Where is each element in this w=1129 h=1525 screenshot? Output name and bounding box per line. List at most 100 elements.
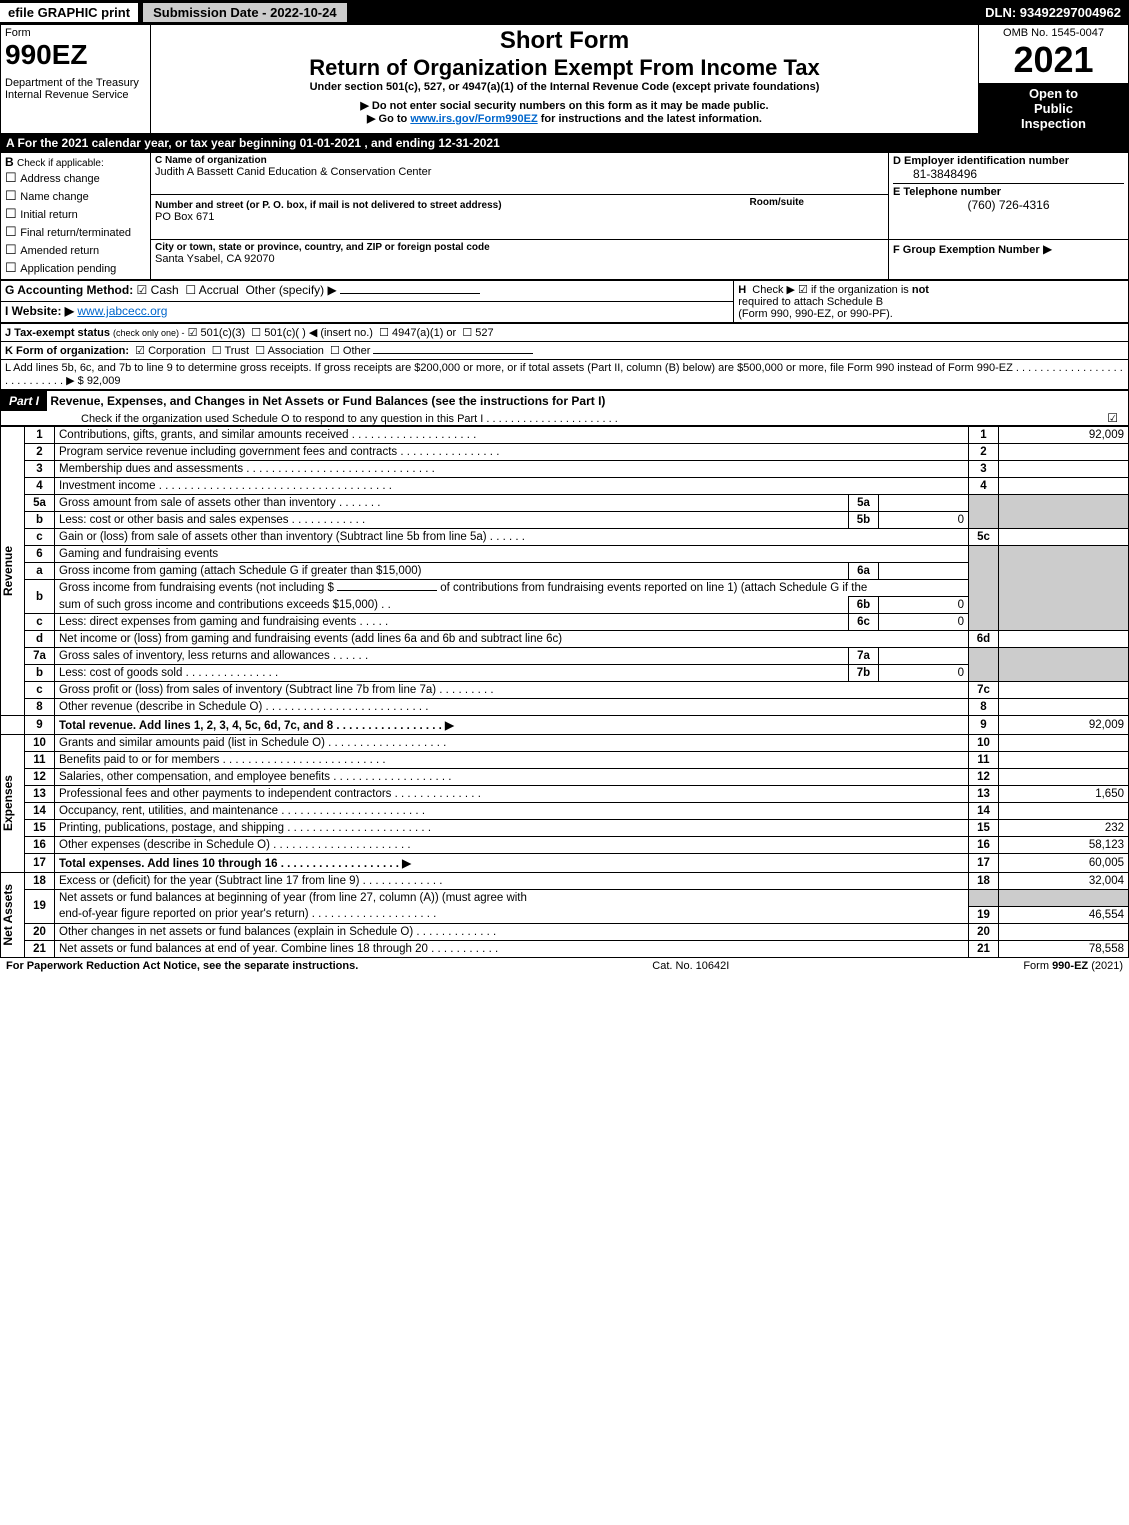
- h-text3: required to attach Schedule B: [738, 296, 883, 308]
- blank-6b[interactable]: [337, 590, 437, 591]
- lnr-3: 3: [969, 461, 999, 478]
- j-cb2-icon[interactable]: [251, 327, 261, 339]
- irs-link[interactable]: www.irs.gov/Form990EZ: [410, 113, 537, 125]
- section-c-name-cell: C Name of organization Judith A Bassett …: [151, 153, 889, 195]
- j-cb3-icon[interactable]: [379, 327, 389, 339]
- k-cb-assoc-icon[interactable]: [255, 345, 265, 357]
- j-cb1-icon[interactable]: [188, 327, 198, 339]
- amt-8: [999, 699, 1129, 716]
- k-corp: Corporation: [148, 345, 205, 357]
- ln-1: 1: [25, 427, 55, 444]
- dept-label: Department of the Treasury: [5, 77, 146, 89]
- lnr-2: 2: [969, 444, 999, 461]
- efile-label[interactable]: efile GRAPHIC print: [0, 3, 138, 22]
- ln-6c: c: [25, 614, 55, 631]
- lnr-20: 20: [969, 923, 999, 940]
- subtitle: Under section 501(c), 527, or 4947(a)(1)…: [155, 81, 974, 93]
- section-k-cell: K Form of organization: Corporation Trus…: [1, 342, 1129, 360]
- street-value: PO Box 671: [155, 211, 884, 223]
- ln-14: 14: [25, 803, 55, 820]
- amt-4: [999, 478, 1129, 495]
- lnr-10: 10: [969, 735, 999, 752]
- ln-12: 12: [25, 769, 55, 786]
- amt-14: [999, 803, 1129, 820]
- g-label: G Accounting Method:: [5, 283, 133, 297]
- form-id-cell: Form 990EZ Department of the Treasury In…: [1, 25, 151, 134]
- desc-6: Gaming and fundraising events: [55, 546, 969, 563]
- desc-14: Occupancy, rent, utilities, and maintena…: [55, 803, 969, 820]
- desc-3: Membership dues and assessments . . . . …: [55, 461, 969, 478]
- website-link[interactable]: www.jabcecc.org: [77, 304, 167, 318]
- sr-6a: 6a: [849, 563, 879, 580]
- desc-8: Other revenue (describe in Schedule O) .…: [55, 699, 969, 716]
- ln-16: 16: [25, 837, 55, 854]
- sr-7a: 7a: [849, 648, 879, 665]
- desc-5a: Gross amount from sale of assets other t…: [55, 495, 849, 512]
- g-other-blank[interactable]: [340, 293, 480, 294]
- submission-date: Submission Date - 2022-10-24: [142, 2, 348, 23]
- part1-title: Revenue, Expenses, and Changes in Net As…: [50, 394, 605, 408]
- street-label: Number and street (or P. O. box, if mail…: [155, 200, 502, 211]
- desc-6b-12: Gross income from fundraising events (no…: [55, 580, 969, 597]
- ln-3: 3: [25, 461, 55, 478]
- cb-final-return[interactable]: Final return/terminated: [5, 223, 146, 241]
- d-label: D Employer identification number: [893, 155, 1124, 167]
- desc-7c: Gross profit or (loss) from sales of inv…: [55, 682, 969, 699]
- cb-accrual-icon[interactable]: [185, 283, 196, 297]
- j-501c3: 501(c)(3): [201, 327, 246, 339]
- ein-value: 81-3848496: [893, 167, 1124, 181]
- ln-6d: d: [25, 631, 55, 648]
- c-label: C Name of organization: [155, 155, 884, 166]
- k-cb-other-icon[interactable]: [330, 345, 340, 357]
- amt-12: [999, 769, 1129, 786]
- ln-4: 4: [25, 478, 55, 495]
- desc-18: Excess or (deficit) for the year (Subtra…: [55, 873, 969, 890]
- k-other-blank[interactable]: [373, 353, 533, 354]
- expenses-side-label: Expenses: [1, 735, 25, 873]
- amt-21: 78,558: [999, 940, 1129, 957]
- ln-2: 2: [25, 444, 55, 461]
- open-to: Open to: [983, 86, 1124, 101]
- part1-scho-checkbox-icon[interactable]: [1107, 411, 1118, 425]
- footer-row: For Paperwork Reduction Act Notice, see …: [0, 958, 1129, 974]
- desc-6b-3: sum of such gross income and contributio…: [55, 597, 849, 614]
- desc-6c: Less: direct expenses from gaming and fu…: [55, 614, 849, 631]
- cb-address-change[interactable]: Address change: [5, 169, 146, 187]
- g-cash: Cash: [151, 283, 179, 297]
- ln-10: 10: [25, 735, 55, 752]
- lnr-12: 12: [969, 769, 999, 786]
- desc-10: Grants and similar amounts paid (list in…: [55, 735, 969, 752]
- section-g-cell: G Accounting Method: Cash Accrual Other …: [1, 281, 734, 302]
- top-bar: efile GRAPHIC print Submission Date - 20…: [0, 0, 1129, 24]
- ln-15: 15: [25, 820, 55, 837]
- cb-cash-icon[interactable]: [137, 283, 148, 297]
- shaded-6: [969, 546, 999, 631]
- k-cb-trust-icon[interactable]: [212, 345, 222, 357]
- footer-right-pre: Form: [1023, 960, 1052, 972]
- cb-initial-return[interactable]: Initial return: [5, 205, 146, 223]
- k-cb-corp-icon[interactable]: [135, 345, 145, 357]
- title-cell: Short Form Return of Organization Exempt…: [151, 25, 979, 134]
- desc-5b: Less: cost or other basis and sales expe…: [55, 512, 849, 529]
- short-form-title: Short Form: [155, 27, 974, 55]
- sr-6b: 6b: [849, 597, 879, 614]
- desc-19-1: Net assets or fund balances at beginning…: [55, 890, 969, 907]
- cb-name-change[interactable]: Name change: [5, 187, 146, 205]
- expenses-label-text: Expenses: [1, 775, 15, 831]
- main-title: Return of Organization Exempt From Incom…: [155, 55, 974, 81]
- ln-18: 18: [25, 873, 55, 890]
- omb-number: OMB No. 1545-0047: [983, 27, 1124, 39]
- sr-7b: 7b: [849, 665, 879, 682]
- cb-pending[interactable]: Application pending: [5, 259, 146, 277]
- city-value: Santa Ysabel, CA 92070: [155, 253, 884, 265]
- ln-21: 21: [25, 940, 55, 957]
- amt-15: 232: [999, 820, 1129, 837]
- sa-6b: 0: [879, 597, 969, 614]
- desc-20: Other changes in net assets or fund bala…: [55, 923, 969, 940]
- h-checkbox-icon[interactable]: [798, 284, 808, 296]
- j-cb4-icon[interactable]: [462, 327, 472, 339]
- cb-amended[interactable]: Amended return: [5, 241, 146, 259]
- dln-label: DLN: 93492297004962: [985, 5, 1129, 20]
- sr-6c: 6c: [849, 614, 879, 631]
- public: Public: [983, 101, 1124, 116]
